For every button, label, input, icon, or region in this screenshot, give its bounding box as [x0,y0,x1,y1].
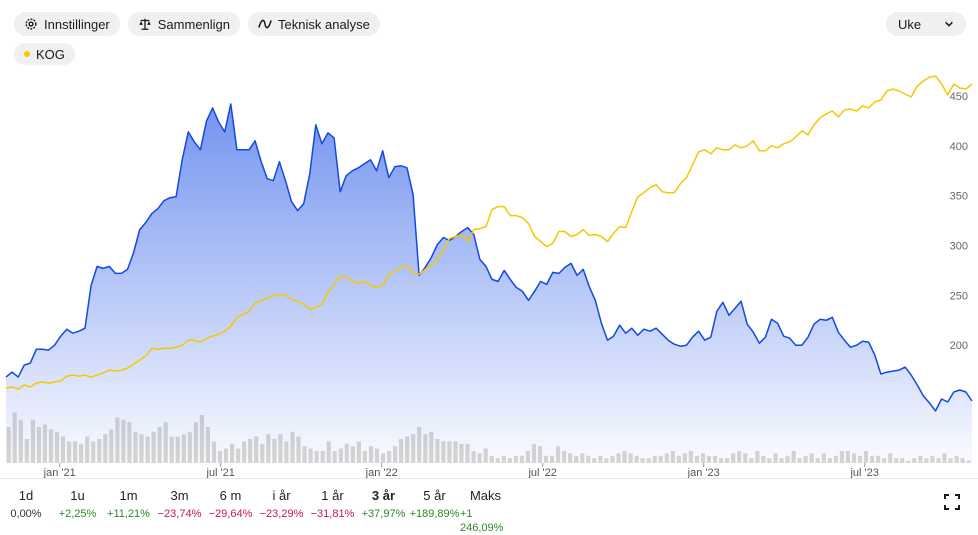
chart-toolbar: Innstillinger Sammenlign Teknisk analyse [14,12,380,36]
y-axis: 200 250 300 350 400 450 [950,91,968,352]
range-2[interactable]: 1m +11,21% [103,485,154,535]
divider [0,478,978,479]
y-tick-label: 450 [950,91,968,103]
range-selector: 1d 0,00% 1u +2,25% 1m +11,21% 3m −23,74% 6 m −29,… [0,485,511,535]
range-change: −31,81% [310,508,355,520]
range-9[interactable]: Maks +1 246,09% [460,485,511,535]
range-label: 1m [119,488,138,503]
range-change: +189,89% [409,508,460,520]
y-tick-label: 400 [950,141,968,153]
range-1[interactable]: 1u +2,25% [52,485,103,535]
legend-label: KOG [36,46,65,62]
settings-button[interactable]: Innstillinger [14,12,120,36]
range-change: −23,29% [259,508,304,520]
range-change: −29,64% [208,508,253,520]
settings-label: Innstillinger [44,16,110,32]
x-tick-label: jul '22 [527,467,556,478]
range-label: Maks [469,488,502,503]
y-tick-label: 350 [950,191,968,203]
technical-analysis-button[interactable]: Teknisk analyse [248,12,380,36]
x-tick-label: jan '23 [687,467,720,478]
fullscreen-icon[interactable] [944,494,960,510]
range-label: 5 år [423,488,446,503]
x-tick-label: jan '21 [43,467,76,478]
range-4[interactable]: 6 m −29,64% [205,485,256,535]
x-tick-label: jul '21 [205,467,234,478]
range-0[interactable]: 1d 0,00% [0,485,52,535]
y-tick-label: 250 [950,290,968,302]
range-3[interactable]: 3m −23,74% [154,485,205,535]
range-label: 3m [170,488,189,503]
range-6[interactable]: 1 år −31,81% [307,485,358,535]
legend-dot [24,51,30,57]
range-label: 1u [70,488,85,503]
range-label: 3 år [371,488,396,503]
range-change: 0,00% [10,508,42,520]
period-select[interactable]: Uke [886,12,966,36]
period-select-value: Uke [898,16,922,32]
series-line-1 [5,75,973,390]
range-5[interactable]: i år −23,29% [256,485,307,535]
chevron-down-icon [945,21,953,27]
compare-label: Sammenlign [157,16,231,32]
series-area-0 [6,104,972,463]
range-8[interactable]: 5 år +189,89% [409,485,460,535]
range-label: 1d [18,488,34,503]
range-change: +37,97% [361,508,406,520]
range-label: 1 år [321,488,344,503]
range-change: −23,74% [157,508,202,520]
range-label: i år [272,488,291,503]
range-label: 6 m [219,488,242,503]
range-change: +11,21% [107,508,150,520]
range-change: +2,25% [58,508,97,520]
x-tick-label: jan '22 [365,467,398,478]
technical-analysis-label: Teknisk analyse [278,16,370,32]
series-line-0 [5,103,973,412]
legend-item-kog[interactable]: KOG [14,43,75,65]
trend-wave-icon [258,19,272,29]
y-tick-label: 200 [950,340,968,352]
range-7[interactable]: 3 år +37,97% [358,485,409,535]
y-tick-label: 300 [950,241,968,253]
scale-icon [139,18,151,30]
series-layer [5,75,973,463]
x-tick-label: jul '23 [849,467,878,478]
range-change: +1 246,09% [460,508,504,534]
gear-icon [25,18,37,30]
compare-button[interactable]: Sammenlign [127,12,241,36]
price-chart[interactable]: 200 250 300 350 400 450 jan '21 jul '21 jan '22… [0,0,978,478]
x-axis: jan '21 jul '21 jan '22 jul '22 jan '23 jul '… [43,463,879,478]
